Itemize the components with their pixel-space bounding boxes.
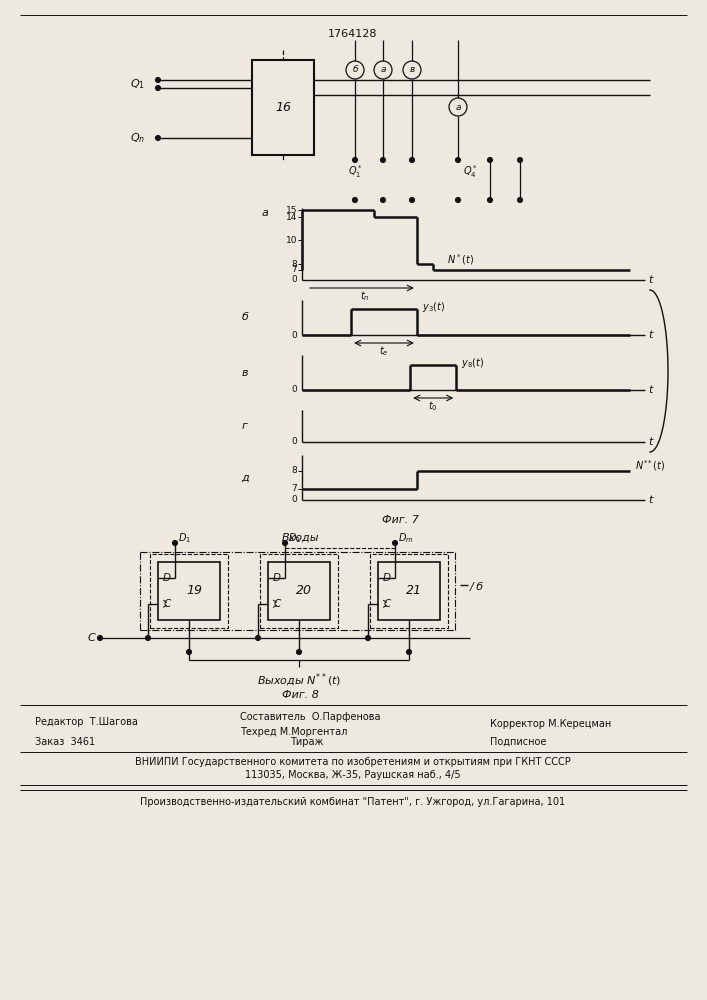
Text: 0: 0 [291,495,297,504]
Text: 21: 21 [406,584,422,597]
Text: t: t [648,437,653,447]
Text: 10: 10 [286,236,297,245]
Text: $y_8(t)$: $y_8(t)$ [461,356,484,370]
Text: $D_1$: $D_1$ [288,531,301,545]
Text: 19: 19 [186,584,202,597]
Text: б: б [352,66,358,75]
Text: 7: 7 [291,484,297,493]
Text: t: t [648,495,653,505]
Text: D: D [273,573,281,583]
Text: 14: 14 [286,213,297,222]
Text: $Q_1^*$: $Q_1^*$ [348,163,363,180]
Circle shape [353,198,358,202]
Text: г: г [242,421,248,431]
Text: $N^{**}(t)$: $N^{**}(t)$ [635,458,665,473]
Text: $t_0$: $t_0$ [428,399,438,413]
Circle shape [380,198,385,202]
Text: t: t [648,330,653,340]
Text: C: C [383,599,391,609]
Text: 16: 16 [275,101,291,114]
Text: $D_m$: $D_m$ [398,531,414,545]
Circle shape [455,198,460,202]
Circle shape [255,636,260,641]
Text: 7: 7 [291,265,297,274]
Bar [268,562,330,620]
Text: 113035, Москва, Ж-35, Раушская наб., 4/5: 113035, Москва, Ж-35, Раушская наб., 4/5 [245,770,461,780]
Text: C: C [87,633,95,643]
Circle shape [518,198,522,202]
Text: 0: 0 [291,330,297,340]
Text: Выходы $N^{**}(t)$: Выходы $N^{**}(t)$ [257,671,341,689]
Text: $Q_n$: $Q_n$ [130,131,145,145]
Text: д: д [241,473,249,483]
Text: $t_e$: $t_e$ [379,344,389,358]
Circle shape [488,198,493,202]
Circle shape [156,86,160,91]
Text: Подписное: Подписное [490,737,547,747]
Bar [378,562,440,620]
Circle shape [409,157,414,162]
Bar [158,562,220,620]
Text: Техред М.Моргентал: Техред М.Моргентал [240,727,347,737]
Text: 8: 8 [291,260,297,269]
Text: $Q_4^*$: $Q_4^*$ [463,163,478,180]
Text: 1764128: 1764128 [328,29,378,39]
Circle shape [156,78,160,83]
Text: 0: 0 [291,275,297,284]
Text: $D_1$: $D_1$ [178,531,191,545]
Text: а: а [380,66,386,75]
Text: D: D [383,573,391,583]
Text: $Q_1$: $Q_1$ [130,77,145,91]
Circle shape [283,540,288,546]
Text: 15: 15 [286,206,297,215]
Text: Тираж: Тираж [290,737,323,747]
Circle shape [518,157,522,162]
Circle shape [488,157,493,162]
Text: / б: / б [470,582,484,592]
Circle shape [146,636,151,641]
Text: Корректор М.Керецман: Корректор М.Керецман [490,719,612,729]
Text: в: в [409,66,414,75]
Text: Заказ  3461: Заказ 3461 [35,737,95,747]
Text: C: C [274,599,281,609]
Text: t: t [648,385,653,395]
Text: D: D [163,573,171,583]
Text: а: а [262,208,269,218]
Text: $t_n$: $t_n$ [360,289,369,303]
Circle shape [409,198,414,202]
Text: Производственно-издательский комбинат "Патент", г. Ужгород, ул.Гагарина, 101: Производственно-издательский комбинат "П… [141,797,566,807]
Circle shape [98,636,103,641]
Text: ВНИИПИ Государственного комитета по изобретениям и открытиям при ГКНТ СССР: ВНИИПИ Государственного комитета по изоб… [135,757,571,767]
Text: 0: 0 [291,385,297,394]
Bar [260,554,338,628]
Text: C: C [163,599,170,609]
Text: Входы: Входы [281,533,319,543]
Text: в: в [242,367,248,377]
Text: t: t [648,275,653,285]
Circle shape [173,540,177,546]
Circle shape [156,135,160,140]
Text: Редактор  Т.Шагова: Редактор Т.Шагова [35,717,138,727]
Bar [370,554,448,628]
Text: Фиг. 7: Фиг. 7 [382,515,419,525]
Circle shape [353,157,358,162]
Circle shape [407,650,411,654]
Circle shape [455,157,460,162]
Circle shape [366,636,370,641]
Text: а: а [455,103,461,111]
Bar [150,554,228,628]
Text: б: б [242,312,248,322]
Text: $y_3(t)$: $y_3(t)$ [422,300,445,314]
Text: 0: 0 [291,438,297,446]
Bar [252,60,314,155]
Circle shape [392,540,397,546]
Text: 8: 8 [291,466,297,475]
Text: 20: 20 [296,584,312,597]
Text: Составитель  О.Парфенова: Составитель О.Парфенова [240,712,380,722]
Circle shape [187,650,192,654]
Circle shape [296,650,301,654]
Text: $N^*(t)$: $N^*(t)$ [447,253,474,267]
Circle shape [380,157,385,162]
Text: Фиг. 8: Фиг. 8 [281,690,318,700]
